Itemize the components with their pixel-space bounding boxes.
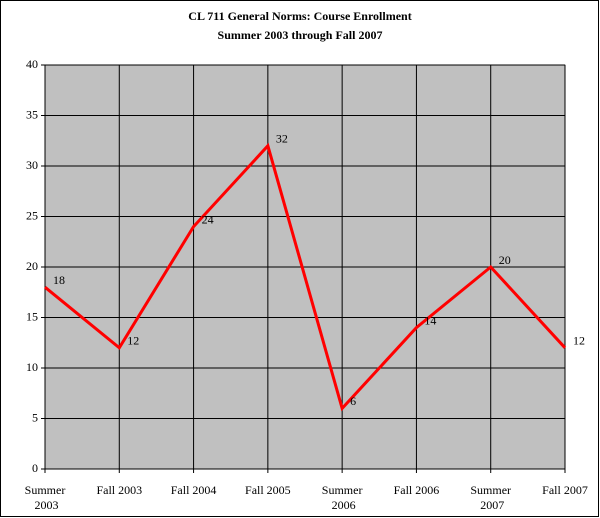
data-label: 24 (202, 212, 214, 226)
y-tick-label: 25 (26, 208, 38, 222)
y-tick-label: 30 (26, 158, 38, 172)
y-tick-label: 0 (32, 461, 38, 475)
y-tick-label: 40 (26, 57, 38, 71)
data-label: 12 (573, 334, 585, 348)
chart-subtitle: Summer 2003 through Fall 2007 (218, 28, 383, 42)
x-tick-label: Summer 2003 (25, 483, 66, 512)
data-label: 32 (276, 132, 288, 146)
data-line (44, 142, 567, 412)
y-tick-label: 10 (26, 360, 38, 374)
x-tick-label: Fall 2003 (96, 483, 142, 497)
x-tick-label: Fall 2005 (245, 483, 291, 497)
data-label: 14 (424, 313, 436, 327)
y-tick-label: 35 (26, 107, 38, 121)
x-tick-label: Summer 2007 (470, 483, 511, 512)
data-label: 6 (350, 394, 356, 408)
y-tick-label: 20 (26, 259, 38, 273)
x-tick-label: Fall 2004 (171, 483, 217, 497)
data-label: 20 (499, 253, 511, 267)
chart-title: CL 711 General Norms: Course Enrollment (188, 9, 411, 23)
data-label: 18 (53, 273, 65, 287)
y-tick-label: 5 (32, 410, 38, 424)
x-tick-label: Summer 2006 (322, 483, 363, 512)
data-label: 12 (127, 334, 139, 348)
x-tick-label: Fall 2006 (394, 483, 440, 497)
x-tick-label: Fall 2007 (542, 483, 588, 497)
y-tick-label: 15 (26, 309, 38, 323)
